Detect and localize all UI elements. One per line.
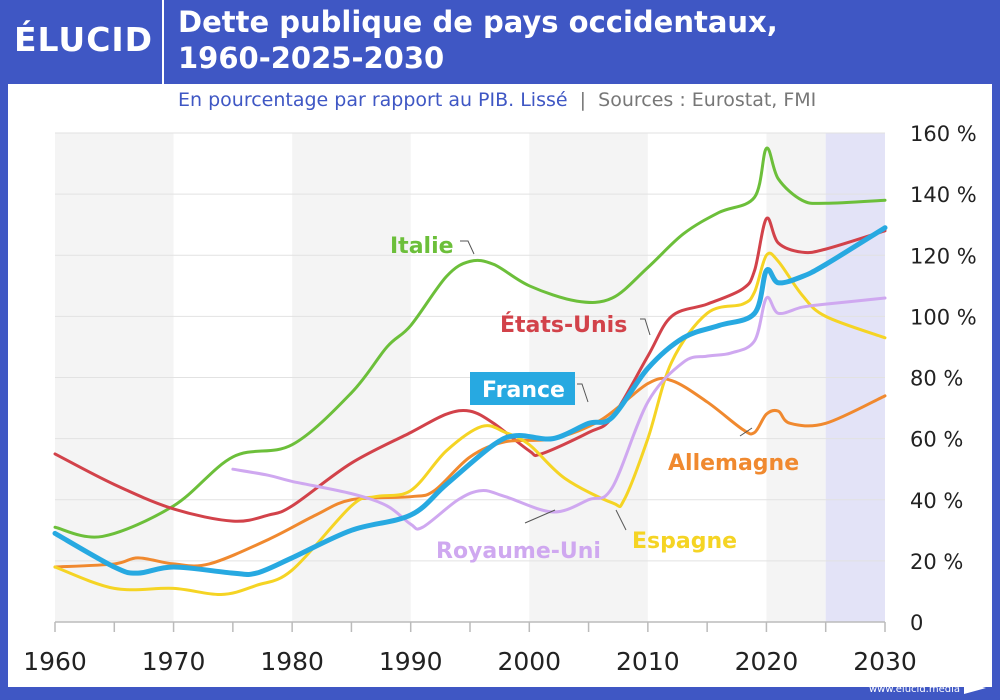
leader-line <box>524 509 556 524</box>
x-tick-label: 1970 <box>142 647 206 676</box>
x-tick-label: 2020 <box>735 647 799 676</box>
leader-line <box>615 509 627 531</box>
title-line-1: Dette publique de pays occidentaux, <box>178 5 778 39</box>
series-label-royaume-uni: Royaume-Uni <box>436 539 601 564</box>
y-tick-label: 120 % <box>910 244 977 268</box>
subtitle-text: En pourcentage par rapport au PIB. Lissé <box>178 89 568 111</box>
series-line-france <box>52 225 888 577</box>
series-label-allemagne: Allemagne <box>668 451 799 476</box>
series-line-espagne <box>53 251 887 596</box>
sources-text: Sources : Eurostat, FMI <box>598 89 817 111</box>
series-line-allemagne <box>53 376 887 569</box>
leader-line <box>460 240 475 255</box>
x-tick-label: 1960 <box>23 647 87 676</box>
y-tick-label: 100 % <box>910 305 977 329</box>
chart-title: Dette publique de pays occidentaux, 1960… <box>178 4 778 76</box>
x-tick-label: 2030 <box>853 647 917 676</box>
flag-icon <box>964 682 986 694</box>
header-divider <box>162 0 164 84</box>
footer-url: www.elucid.media <box>868 684 960 695</box>
x-tick-label: 1980 <box>260 647 324 676</box>
leader-line <box>640 318 651 336</box>
x-tick-label: 1990 <box>379 647 443 676</box>
series-label-états-unis: États-Unis <box>500 312 627 338</box>
brand-logo: ÉLUCID <box>14 20 154 59</box>
y-tick-label: 40 % <box>910 489 963 513</box>
x-tick-label: 2010 <box>616 647 680 676</box>
series-label-espagne: Espagne <box>632 529 737 554</box>
y-tick-label: 0 <box>910 611 923 635</box>
title-line-2: 1960-2025-2030 <box>178 41 445 75</box>
series-line-royaume-uni <box>231 295 887 531</box>
series-label-france: France <box>482 378 565 403</box>
series-label-italie: Italie <box>390 234 454 259</box>
leader-line <box>577 383 589 403</box>
y-tick-label: 60 % <box>910 428 963 452</box>
x-tick-label: 2000 <box>497 647 561 676</box>
y-tick-label: 160 % <box>910 122 977 146</box>
y-tick-label: 140 % <box>910 183 977 207</box>
series-line-italie <box>53 146 887 539</box>
chart-subtitle: En pourcentage par rapport au PIB. Lissé… <box>178 89 817 111</box>
y-tick-label: 80 % <box>910 367 963 391</box>
leader-line <box>739 427 753 437</box>
france-label-box <box>470 372 575 405</box>
y-tick-label: 20 % <box>910 550 963 574</box>
